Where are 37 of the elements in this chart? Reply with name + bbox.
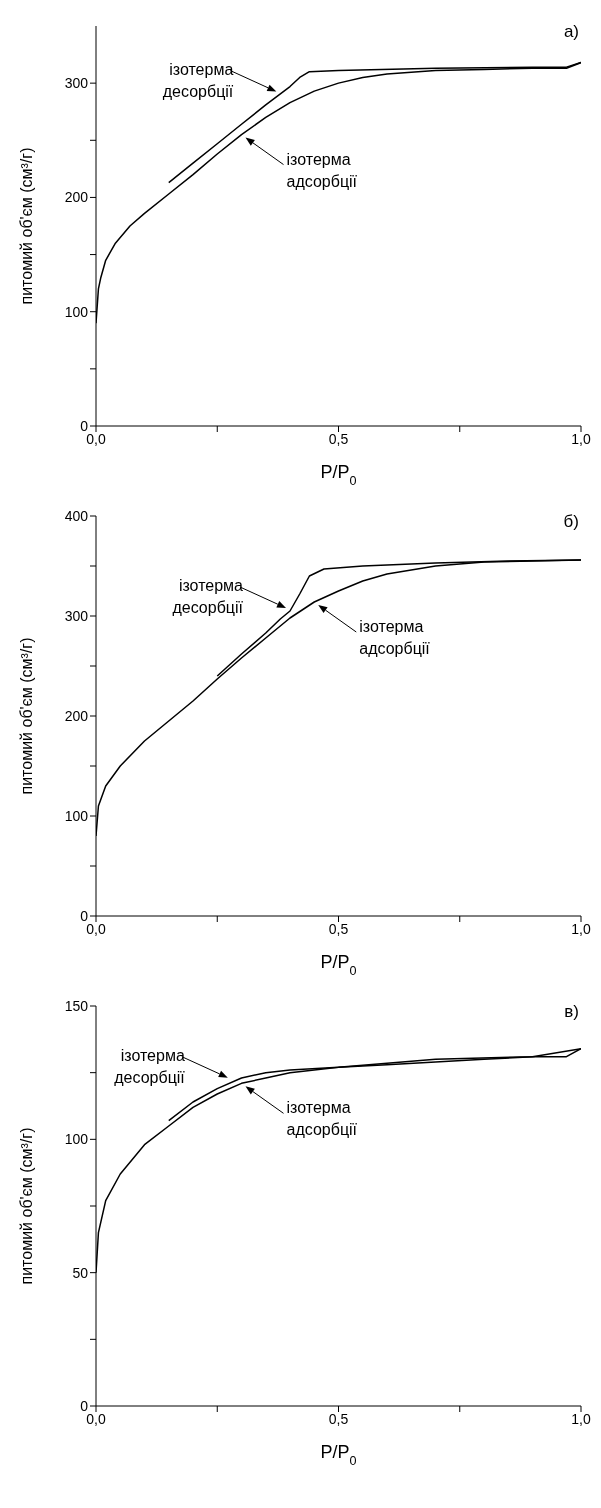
y-tick-label: 100 xyxy=(64,807,89,824)
chart-title: а) xyxy=(563,22,579,42)
y-tick-label: 400 xyxy=(64,507,89,524)
y-tick-label: 100 xyxy=(64,1131,89,1148)
y-tick-label: 0 xyxy=(80,1397,89,1414)
x-tick-label: 0,0 xyxy=(86,920,106,937)
x-axis-title: P/P$_{0}$ xyxy=(320,1442,357,1468)
y-tick-label: 150 xyxy=(64,997,89,1014)
chart-title: в) xyxy=(564,1002,579,1022)
x-tick-label: 0,5 xyxy=(328,920,349,937)
x-tick-label: 0,5 xyxy=(328,1410,349,1427)
x-tick-label: 1,0 xyxy=(571,1410,591,1427)
y-axis-title: питомий об'єм (см³/г) xyxy=(18,1127,35,1285)
x-tick-label: 0,0 xyxy=(86,1410,106,1427)
annotation: ізотерма адсорбції xyxy=(359,618,431,657)
annotation: ізотерма десорбції xyxy=(162,60,234,100)
y-axis-title: питомий об'єм (см³/г) xyxy=(18,147,35,305)
y-tick-label: 50 xyxy=(72,1264,89,1281)
annotation: ізотерма десорбції xyxy=(172,577,244,616)
y-tick-label: 300 xyxy=(64,75,89,92)
x-axis-title: P/P$_{0}$ xyxy=(320,952,357,978)
x-tick-label: 0,5 xyxy=(328,430,349,447)
y-tick-label: 100 xyxy=(64,303,89,320)
x-axis-title: P/P$_{0}$ xyxy=(320,462,357,488)
x-tick-label: 0,0 xyxy=(86,430,106,447)
x-tick-label: 1,0 xyxy=(571,430,591,447)
y-tick-label: 200 xyxy=(64,189,89,206)
annotation: ізотерма десорбції xyxy=(114,1046,186,1086)
x-tick-label: 1,0 xyxy=(571,920,591,937)
annotation: ізотерма адсорбції xyxy=(286,1099,358,1139)
y-tick-label: 200 xyxy=(64,707,89,724)
y-tick-label: 0 xyxy=(80,907,89,924)
y-tick-label: 0 xyxy=(80,417,89,434)
y-tick-label: 300 xyxy=(64,607,89,624)
chart-title: б) xyxy=(563,512,579,532)
y-axis-title: питомий об'єм (см³/г) xyxy=(18,637,35,795)
annotation: ізотерма адсорбції xyxy=(286,150,358,190)
